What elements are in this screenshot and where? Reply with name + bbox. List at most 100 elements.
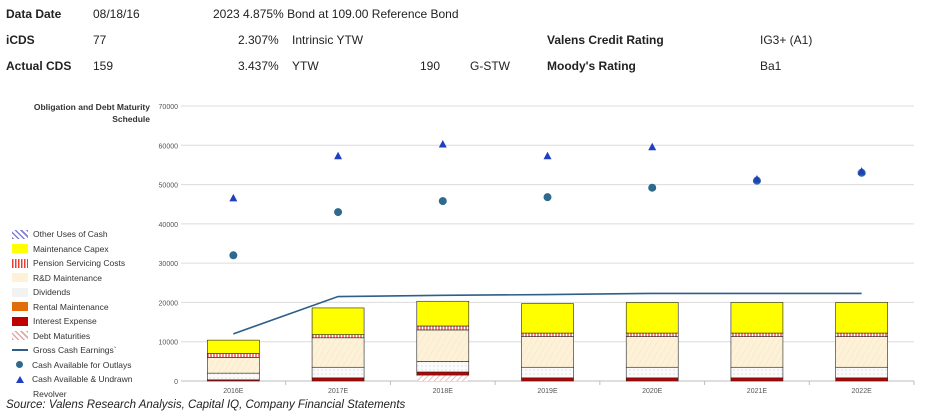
valens-rating-label: Valens Credit Rating [547, 33, 664, 47]
cash-outlay-dot [334, 208, 343, 217]
legend-label: Cash Available for Outlays [32, 359, 132, 370]
legend-item: Dividends [12, 287, 70, 297]
legend-dot-swatch [16, 361, 23, 368]
cash-markers [229, 140, 866, 260]
y-tick-label: 50000 [159, 183, 179, 190]
cash-revolver-triangle [229, 193, 238, 202]
legend-swatch [12, 273, 28, 282]
bar-segment-rd [835, 336, 888, 368]
x-tick-label: 2021E [747, 388, 768, 395]
bar-segment-maint_capex [521, 303, 574, 334]
x-tick-label: 2022E [852, 388, 873, 395]
cash-revolver-triangle [752, 174, 761, 183]
icds-label: iCDS [6, 33, 35, 47]
legend-item: R&D Maintenance [12, 273, 102, 283]
bar-stack-2017E [311, 307, 365, 382]
cash-outlay-dot [648, 183, 657, 192]
legend-item: Cash Available & Undrawn [12, 374, 133, 384]
y-tick-label: 70000 [159, 104, 179, 111]
bar-segment-maint_capex [207, 339, 260, 354]
legend-label: Other Uses of Cash [33, 229, 108, 239]
g-stw-value: 190 [420, 59, 441, 73]
bar-segment-rd [311, 337, 365, 368]
y-tick-label: 60000 [159, 143, 179, 150]
legend-swatch [12, 258, 28, 268]
legend-label: Revolver [33, 388, 67, 399]
cash-revolver-triangle [334, 151, 343, 160]
legend-swatch [12, 331, 28, 340]
legend-item: Debt Maturities [12, 331, 90, 341]
bar-segment-rd [416, 329, 470, 362]
legend-label: Debt Maturities [33, 330, 91, 341]
legend-item: Other Uses of Cash [12, 229, 108, 239]
bar-segment-rd [207, 357, 260, 374]
gross-cash-earnings-line [233, 292, 862, 335]
actual-cds-label: Actual CDS [6, 59, 72, 73]
bar-stack-2016E [207, 339, 260, 382]
bar-segment-maint_capex [416, 300, 470, 327]
cash-revolver-triangle [648, 142, 657, 151]
bar-segment-pension [625, 332, 679, 337]
icds-value: 77 [93, 33, 107, 47]
bar-stack-2018E [416, 300, 470, 381]
bar-segment-rd [521, 336, 574, 368]
bar-segment-dividends [835, 366, 888, 379]
legend-item: Cash Available for Outlays [12, 360, 132, 370]
data-date-value: 08/18/16 [93, 7, 140, 21]
bar-segment-maint_capex [625, 302, 679, 334]
x-axis-ticks: 2016E 2017E 2018E 2019E 2020E 2021E 2022E [223, 381, 915, 395]
reference-bond: 2023 4.875% Bond at 109.00 Reference Bon… [213, 7, 459, 21]
y-tick-label: 10000 [159, 340, 179, 347]
chart-title: Obligation and Debt Maturity Schedule [33, 102, 150, 124]
legend-item: Gross Cash Earnings` [12, 345, 117, 355]
legend-item: Revolver [12, 389, 67, 399]
bar-segment-pension [416, 325, 470, 331]
bar-segment-interest [625, 377, 679, 382]
intrinsic-ytw-label: Intrinsic YTW [292, 33, 364, 47]
bar-stack-2019E [521, 303, 574, 382]
legend-label: Interest Expense [33, 316, 97, 326]
source-note: Source: Valens Research Analysis, Capita… [6, 399, 406, 411]
bar-stack-2020E [625, 302, 679, 382]
legend-label: Pension Servicing Costs [33, 258, 126, 268]
cash-outlay-dot [438, 197, 447, 206]
g-stw-label: G-STW [470, 59, 510, 73]
legend-swatch [12, 316, 28, 326]
bar-segment-dividends [521, 366, 574, 379]
moodys-label: Moody's Rating [547, 59, 636, 73]
bar-segment-interest [730, 377, 784, 382]
legend-swatch [12, 302, 28, 311]
cash-outlay-dot [229, 251, 238, 260]
bar-segment-pension [207, 353, 260, 358]
bar-segment-interest [835, 377, 888, 382]
y-tick-label: 0 [174, 379, 178, 386]
legend-item: Pension Servicing Costs [12, 258, 125, 268]
legend-swatch [12, 287, 28, 297]
bar-segment-dividends [207, 372, 260, 381]
bar-segment-pension [311, 334, 365, 339]
legend-spacer [12, 389, 28, 398]
cash-revolver-triangle [543, 151, 552, 160]
legend-item: Interest Expense [12, 316, 97, 326]
legend-line-swatch [12, 349, 28, 351]
data-date-label: Data Date [6, 7, 62, 21]
x-tick-label: 2016E [223, 388, 244, 395]
y-axis-ticks: 0 10000 20000 30000 40000 50000 60000 70000 [159, 104, 179, 386]
bar-segment-pension [835, 332, 888, 337]
bar-stack-2022E [835, 302, 888, 382]
x-tick-label: 2019E [537, 388, 558, 395]
intrinsic-ytw-value: 2.307% [238, 33, 279, 47]
bar-segment-maint_capex [311, 307, 365, 335]
x-tick-label: 2020E [642, 388, 663, 395]
y-tick-label: 20000 [159, 300, 179, 307]
cash-revolver-triangle [438, 140, 447, 148]
legend-label: Cash Available & Undrawn [32, 374, 133, 384]
bar-segment-dividends [416, 361, 470, 373]
bar-segment-maint_capex [835, 302, 888, 334]
bar-segment-interest [311, 377, 365, 382]
bar-segment-rd [730, 336, 784, 368]
legend-label: Maintenance Capex [33, 243, 109, 254]
x-tick-label: 2017E [328, 388, 349, 395]
y-tick-label: 40000 [159, 222, 179, 229]
